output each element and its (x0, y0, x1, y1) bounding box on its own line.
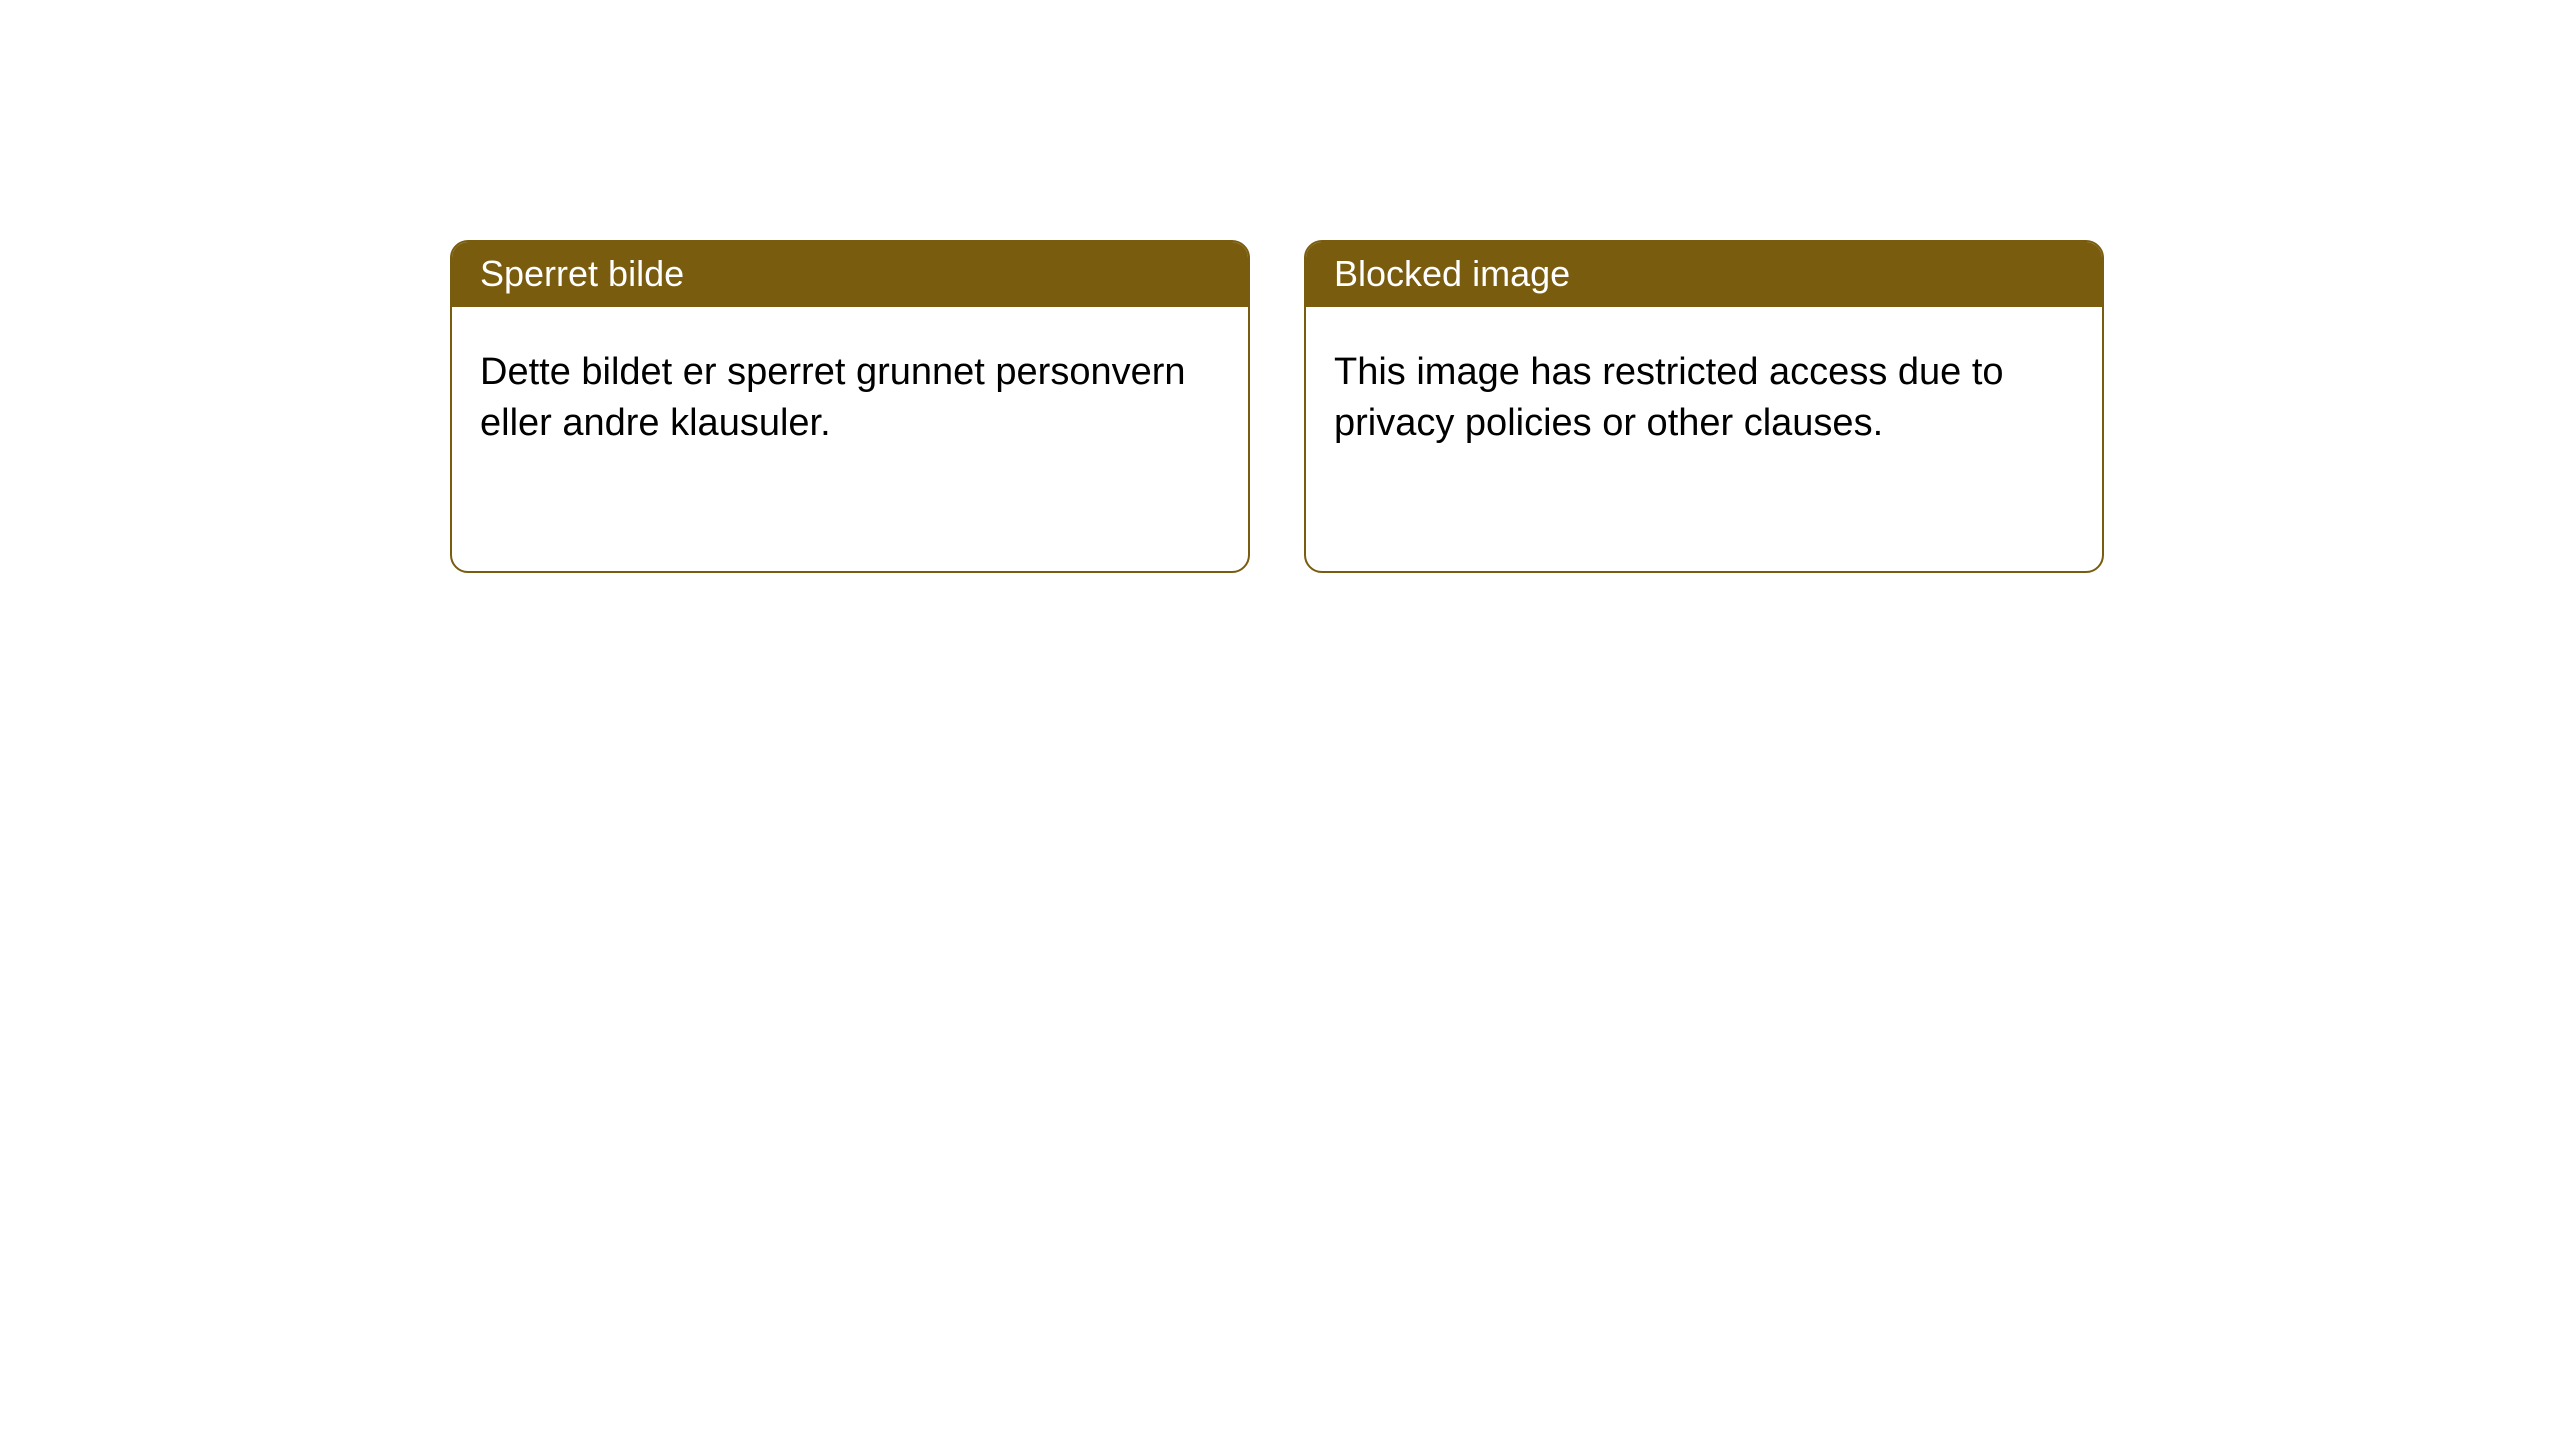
notice-body: Dette bildet er sperret grunnet personve… (452, 307, 1248, 478)
notice-header: Sperret bilde (452, 242, 1248, 307)
notice-header: Blocked image (1306, 242, 2102, 307)
notice-card-norwegian: Sperret bilde Dette bildet er sperret gr… (450, 240, 1250, 573)
notice-card-english: Blocked image This image has restricted … (1304, 240, 2104, 573)
notice-container: Sperret bilde Dette bildet er sperret gr… (0, 0, 2560, 573)
notice-body: This image has restricted access due to … (1306, 307, 2102, 478)
